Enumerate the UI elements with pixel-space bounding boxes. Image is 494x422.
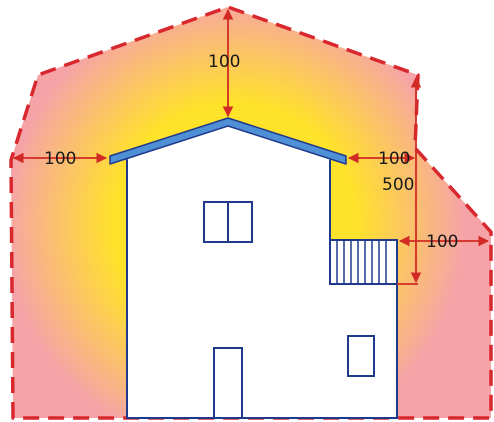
double-pane-window-icon [203,201,253,243]
small-window-icon [347,335,375,377]
roof [109,117,347,165]
balcony-dimension-label: 100 [426,232,458,252]
balcony-railing-icon [329,239,398,285]
left-dimension-label: 100 [44,149,76,169]
house-gable [127,118,330,160]
door-icon [213,347,243,419]
roof-top-dimension-label: 100 [208,52,240,72]
right-dimension-label: 100 [378,149,410,169]
right-vertical-dimension-label: 500 [382,175,414,195]
